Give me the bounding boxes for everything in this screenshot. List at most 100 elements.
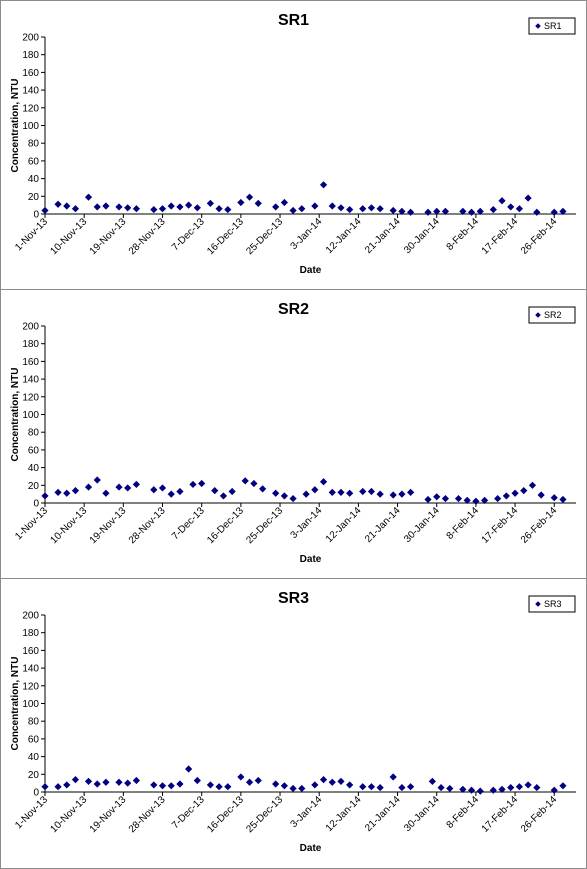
data-point-sr3 <box>215 783 223 791</box>
data-point-sr2 <box>367 487 376 496</box>
x-axis-label: Date <box>300 843 322 854</box>
data-point-sr1 <box>476 207 484 215</box>
x-tick-label: 12-Jan-14 <box>324 505 364 545</box>
x-tick-label: 26-Feb-14 <box>519 505 560 546</box>
data-point-sr1 <box>328 202 336 210</box>
chart-title: SR2 <box>278 301 309 318</box>
data-point-sr1 <box>206 199 214 207</box>
chart-title: SR1 <box>278 12 309 29</box>
data-point-sr3 <box>224 783 232 791</box>
x-tick-label: 3-Jan-14 <box>289 216 325 252</box>
data-point-sr3 <box>346 781 354 789</box>
data-point-sr1 <box>524 194 532 202</box>
data-point-sr3 <box>550 786 558 794</box>
y-axis-label: Concentration, NTU <box>10 79 21 173</box>
data-point-sr2 <box>54 488 62 496</box>
data-point-sr2 <box>198 479 206 488</box>
data-point-sr1 <box>359 205 367 213</box>
data-point-sr3 <box>71 776 80 784</box>
y-tick-label: 40 <box>28 463 40 474</box>
x-tick-label: 1-Nov-13 <box>13 505 50 542</box>
x-tick-label: 17-Feb-14 <box>480 794 521 835</box>
data-point-sr2 <box>359 487 367 496</box>
y-tick-label: 20 <box>28 770 40 781</box>
data-point-sr3 <box>467 786 476 794</box>
x-tick-label: 10-Nov-13 <box>48 794 89 835</box>
y-tick-label: 0 <box>33 788 39 799</box>
legend-box <box>528 306 576 324</box>
x-tick-label: 1-Nov-13 <box>13 794 50 831</box>
y-tick-label: 20 <box>28 481 40 492</box>
x-tick-label: 7-Dec-13 <box>170 505 207 542</box>
x-tick-label: 26-Feb-14 <box>519 794 560 835</box>
data-point-sr1 <box>193 204 201 212</box>
data-point-sr1 <box>245 193 254 201</box>
y-tick-label: 180 <box>22 628 39 639</box>
data-point-sr2 <box>176 487 184 496</box>
data-point-sr2 <box>289 494 297 503</box>
data-point-sr1 <box>467 208 476 216</box>
data-point-sr2 <box>259 485 267 493</box>
data-point-sr3 <box>337 777 345 785</box>
data-point-sr3 <box>124 779 132 787</box>
x-tick-label: 7-Dec-13 <box>170 216 207 253</box>
data-point-sr2 <box>272 489 280 497</box>
data-point-sr1 <box>424 208 432 216</box>
data-point-sr2 <box>472 497 480 505</box>
data-point-sr2 <box>63 489 71 497</box>
data-point-sr1 <box>498 197 506 205</box>
data-point-sr3 <box>298 784 306 793</box>
x-tick-label: 17-Feb-14 <box>480 505 521 546</box>
data-point-sr3 <box>167 782 175 790</box>
data-point-sr2 <box>302 490 310 498</box>
data-point-sr3 <box>115 778 123 786</box>
data-point-sr2 <box>132 480 141 489</box>
y-tick-label: 100 <box>22 121 39 132</box>
y-tick-label: 100 <box>22 410 39 421</box>
chart-panel-sr2: SR2 0 20 40 60 80 100 120 140 160 180 200 1-Nov-13 10… <box>0 289 587 579</box>
x-tick-label: 30-Jan-14 <box>402 505 442 545</box>
data-point-sr3 <box>54 783 62 791</box>
data-point-sr1 <box>459 207 467 215</box>
x-tick-label: 19-Nov-13 <box>88 794 129 835</box>
data-point-sr1 <box>63 202 71 210</box>
chart-sr2: SR2 0 20 40 60 80 100 120 140 160 180 200 1-Nov-1310… <box>10 301 576 565</box>
legend-marker <box>535 601 541 607</box>
chart-panel-sr3: SR3 0 20 40 60 80 100 120 140 160 180 200 1-Nov-13 10… <box>0 578 587 869</box>
data-point-sr3 <box>446 784 454 793</box>
data-point-sr2 <box>337 488 345 496</box>
y-tick-label: 200 <box>22 33 39 44</box>
y-tick-label: 60 <box>28 734 40 745</box>
y-tick-label: 80 <box>28 717 40 728</box>
x-tick-label: 26-Feb-14 <box>519 216 560 257</box>
y-tick-label: 140 <box>22 664 39 675</box>
data-point-sr2 <box>150 486 158 494</box>
data-point-sr3 <box>367 783 376 791</box>
data-point-sr1 <box>224 205 232 214</box>
y-axis-label: Concentration, NTU <box>10 368 21 462</box>
y-tick-label: 120 <box>22 681 39 692</box>
data-point-sr1 <box>254 199 262 207</box>
data-point-sr3 <box>359 783 367 791</box>
x-tick-label: 8-Feb-14 <box>445 216 482 253</box>
data-point-sr2 <box>454 494 463 503</box>
y-tick-label: 0 <box>33 499 39 510</box>
y-tick-label: 40 <box>28 752 40 763</box>
data-point-sr2 <box>433 493 441 501</box>
data-point-sr1 <box>215 205 223 213</box>
data-point-sr1 <box>398 207 406 215</box>
data-point-sr1 <box>185 201 193 209</box>
y-tick-label: 180 <box>22 339 39 350</box>
y-tick-label: 140 <box>22 86 39 97</box>
data-point-sr2 <box>158 484 167 492</box>
data-point-sr1 <box>367 204 376 212</box>
data-point-sr1 <box>237 198 245 207</box>
data-point-sr3 <box>533 783 541 792</box>
chart-panel-sr1: SR1 0 20 40 60 80 100 120 140 160 180 200 1-Nov-13 10… <box>0 0 587 290</box>
chart-sr1: SR1 0 20 40 60 80 100 120 140 160 180 200 1-Nov-1310… <box>10 12 576 276</box>
data-point-sr2 <box>537 491 545 499</box>
x-tick-label: 21-Jan-14 <box>363 794 403 834</box>
x-tick-label: 25-Dec-13 <box>244 216 285 257</box>
data-point-sr3 <box>428 777 436 785</box>
data-point-sr1 <box>376 205 384 213</box>
